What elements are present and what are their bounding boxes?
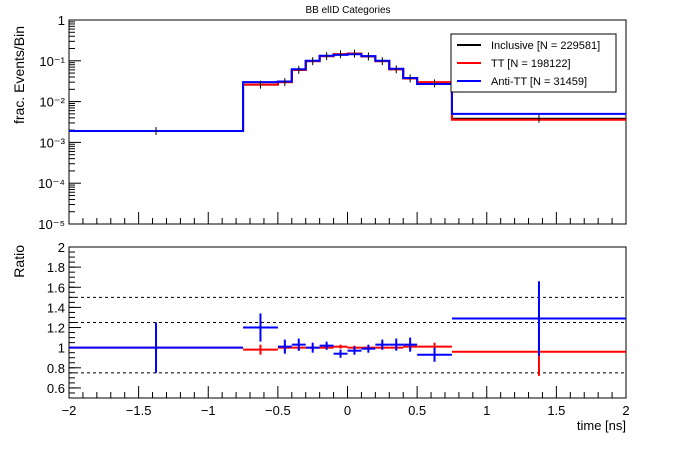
x-axis-label: time [ns] — [577, 418, 626, 433]
ratio-y-axis-label: Ratio — [11, 245, 27, 278]
top-y-axis-label: frac. Events/Bin — [11, 26, 27, 124]
ratio-x-tick-label: −2 — [62, 403, 77, 418]
top-y-tick-label: 10⁻⁴ — [38, 176, 65, 191]
top-y-tick-label: 1 — [58, 13, 65, 28]
legend: Inclusive [N = 229581] TT [N = 198122] Ant… — [450, 33, 617, 93]
top-y-tick-label: 10⁻¹ — [39, 54, 65, 69]
ratio-x-tick-label: 0.5 — [408, 403, 426, 418]
ratio-x-tick-label: −0.5 — [265, 403, 291, 418]
ratio-x-tick-label: −1.5 — [126, 403, 152, 418]
top-y-tick-label: 10⁻⁵ — [38, 217, 65, 232]
ratio-y-tick-label: 0.6 — [47, 381, 65, 396]
legend-entry: Anti-TT [N = 31459] — [491, 76, 587, 88]
ratio-x-tick-label: 1 — [483, 403, 490, 418]
ratio-y-tick-label: 1 — [58, 341, 65, 356]
top-panel: 10⁻⁵ 10⁻⁴ 10⁻³ 10⁻² 10⁻¹ 1 — [38, 13, 627, 232]
ratio-x-tick-label: 2 — [622, 403, 629, 418]
ratio-x-tick-label: −1 — [201, 403, 216, 418]
top-y-tick-label: 10⁻² — [39, 95, 65, 110]
ratio-panel: 0.6 0.8 1 1.2 1.4 1.6 1.8 2 −2 −1.5 −1 −0.5 0 0.5 1 1.5… — [47, 240, 630, 418]
ratio-x-tick-label: 0 — [344, 403, 351, 418]
chart-title: BB elID Categories — [305, 5, 390, 16]
ratio-y-tick-label: 0.8 — [47, 361, 65, 376]
legend-entry: Inclusive [N = 229581] — [491, 40, 600, 52]
ratio-y-tick-label: 1.6 — [47, 280, 65, 295]
legend-entry: TT [N = 198122] — [491, 58, 571, 70]
ratio-y-tick-label: 2 — [58, 240, 65, 255]
ratio-y-tick-label: 1.4 — [47, 300, 65, 315]
ratio-y-tick-label: 1.8 — [47, 260, 65, 275]
top-y-tick-label: 10⁻³ — [39, 135, 65, 150]
ratio-y-tick-label: 1.2 — [47, 321, 65, 336]
ratio-x-tick-label: 1.5 — [547, 403, 565, 418]
